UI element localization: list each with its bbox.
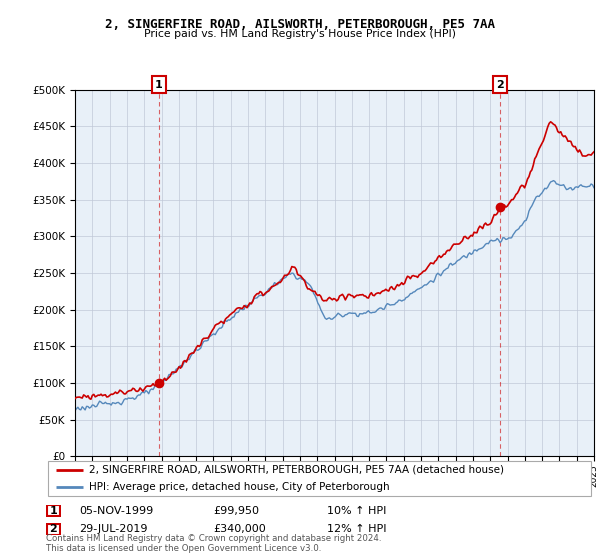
FancyBboxPatch shape bbox=[48, 461, 591, 496]
Text: 2: 2 bbox=[496, 80, 504, 90]
Text: 10% ↑ HPI: 10% ↑ HPI bbox=[327, 506, 386, 516]
Text: £340,000: £340,000 bbox=[213, 524, 266, 534]
Text: 05-NOV-1999: 05-NOV-1999 bbox=[79, 506, 154, 516]
Text: 29-JUL-2019: 29-JUL-2019 bbox=[79, 524, 148, 534]
Text: 2, SINGERFIRE ROAD, AILSWORTH, PETERBOROUGH, PE5 7AA (detached house): 2, SINGERFIRE ROAD, AILSWORTH, PETERBORO… bbox=[89, 465, 504, 474]
FancyBboxPatch shape bbox=[47, 505, 60, 516]
Text: 1: 1 bbox=[50, 506, 57, 516]
FancyBboxPatch shape bbox=[47, 524, 60, 535]
Text: HPI: Average price, detached house, City of Peterborough: HPI: Average price, detached house, City… bbox=[89, 482, 389, 492]
Text: 12% ↑ HPI: 12% ↑ HPI bbox=[327, 524, 386, 534]
Text: Contains HM Land Registry data © Crown copyright and database right 2024.
This d: Contains HM Land Registry data © Crown c… bbox=[46, 534, 382, 553]
Text: 1: 1 bbox=[155, 80, 163, 90]
Text: 2: 2 bbox=[50, 524, 57, 534]
Text: Price paid vs. HM Land Registry's House Price Index (HPI): Price paid vs. HM Land Registry's House … bbox=[144, 29, 456, 39]
Text: £99,950: £99,950 bbox=[213, 506, 259, 516]
Text: 2, SINGERFIRE ROAD, AILSWORTH, PETERBOROUGH, PE5 7AA: 2, SINGERFIRE ROAD, AILSWORTH, PETERBORO… bbox=[105, 18, 495, 31]
